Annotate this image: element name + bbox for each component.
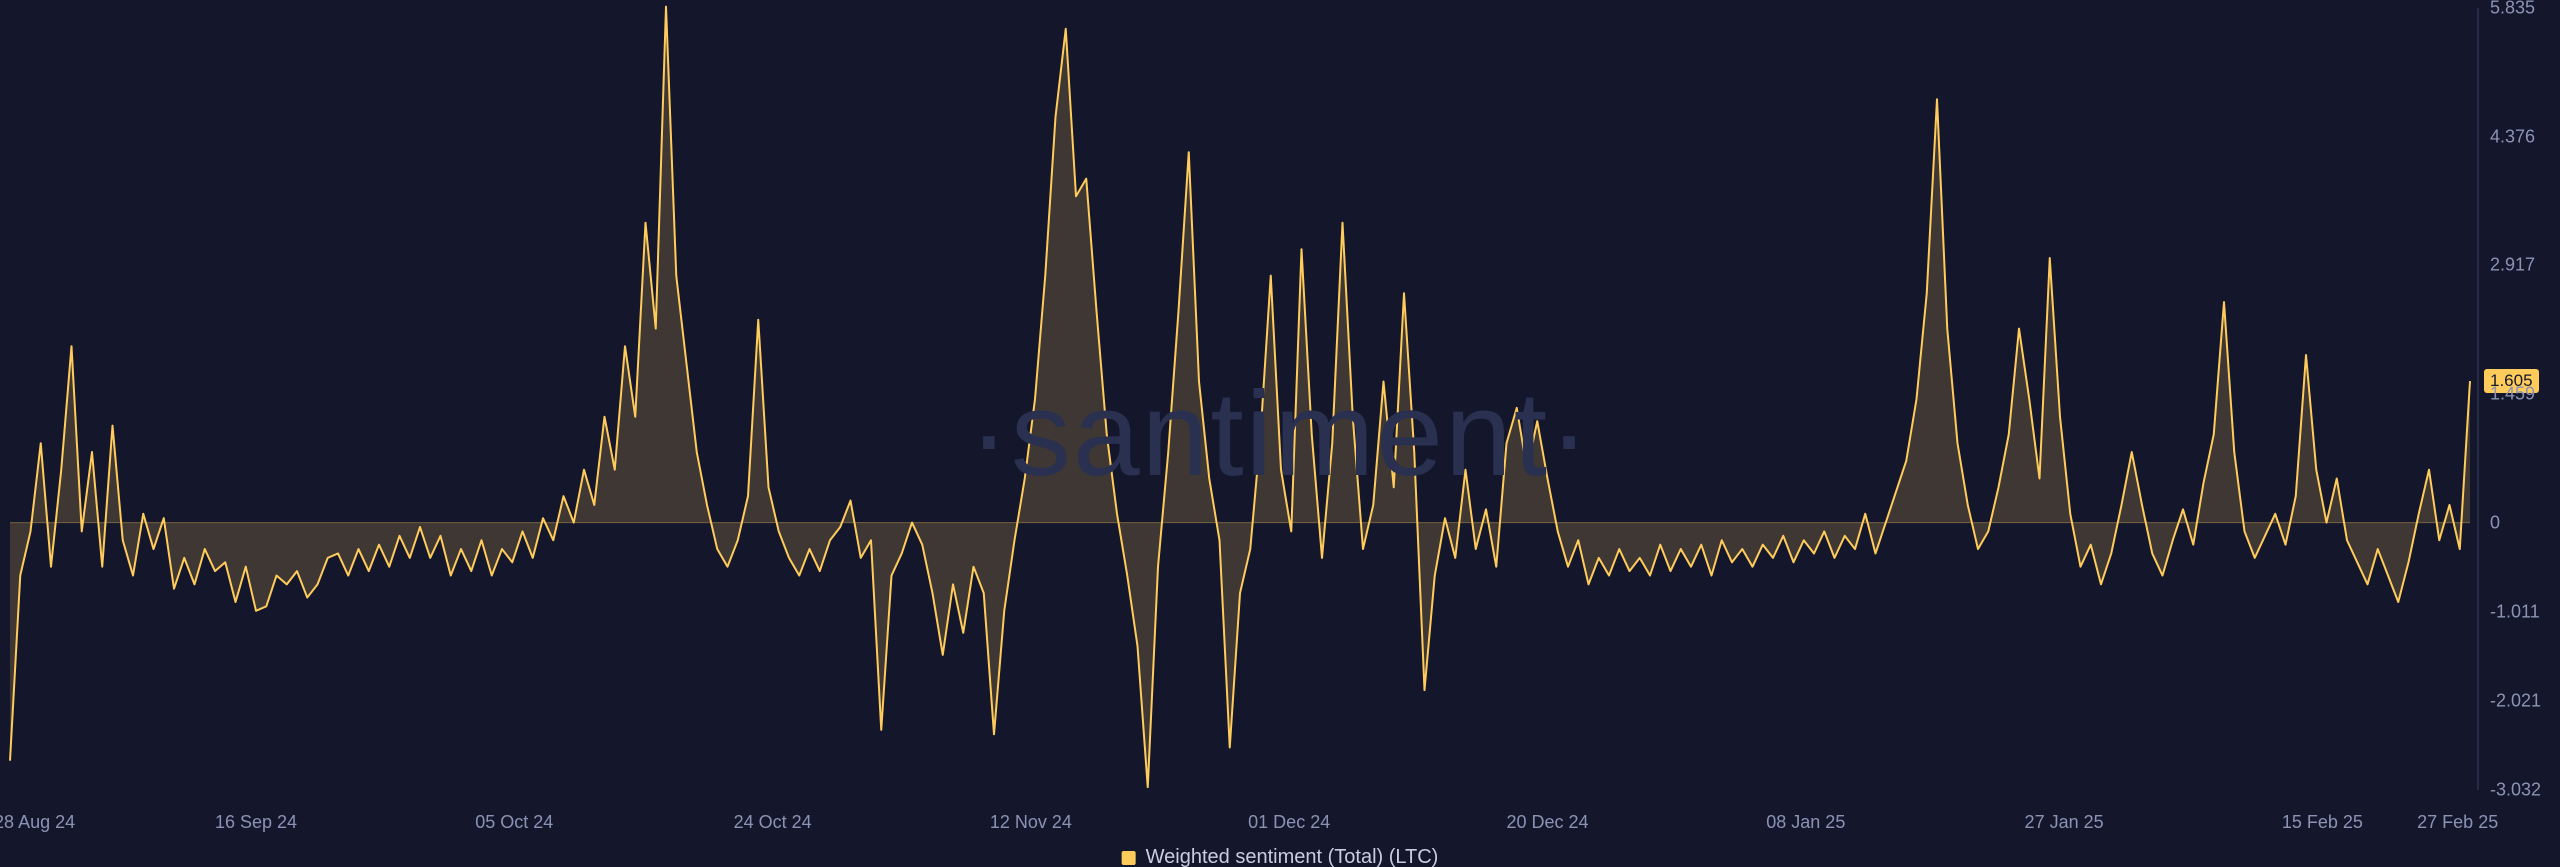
- x-axis-tick-label: 27 Jan 25: [2025, 812, 2104, 833]
- x-axis-tick-label: 05 Oct 24: [475, 812, 553, 833]
- y-axis-tick-label: -3.032: [2490, 780, 2541, 801]
- y-axis-tick-label: 4.376: [2490, 126, 2535, 147]
- sentiment-chart: ·santiment·: [0, 0, 2560, 867]
- x-axis-tick-label: 28 Aug 24: [0, 812, 75, 833]
- x-axis-tick-label: 20 Dec 24: [1506, 812, 1588, 833]
- x-axis-tick-label: 12 Nov 24: [990, 812, 1072, 833]
- x-axis-tick-label: 24 Oct 24: [734, 812, 812, 833]
- y-axis-tick-label: 0: [2490, 512, 2500, 533]
- legend-series-label: Weighted sentiment (Total) (LTC): [1146, 846, 1439, 867]
- x-axis-tick-label: 01 Dec 24: [1248, 812, 1330, 833]
- x-axis-tick-label: 08 Jan 25: [1766, 812, 1845, 833]
- x-axis-tick-label: 15 Feb 25: [2282, 812, 2363, 833]
- y-axis-tick-label: -2.021: [2490, 690, 2541, 711]
- y-axis-tick-label: 5.835: [2490, 0, 2535, 19]
- chart-legend: Weighted sentiment (Total) (LTC): [1122, 846, 1439, 867]
- x-axis-tick-label: 27 Feb 25: [2417, 812, 2498, 833]
- y-axis-tick-label: 1.459: [2490, 383, 2535, 404]
- y-axis-tick-label: -1.011: [2490, 601, 2540, 622]
- chart-svg: [0, 0, 2560, 867]
- legend-color-swatch: [1122, 851, 1136, 865]
- y-axis-tick-label: 2.917: [2490, 255, 2535, 276]
- x-axis-tick-label: 16 Sep 24: [215, 812, 297, 833]
